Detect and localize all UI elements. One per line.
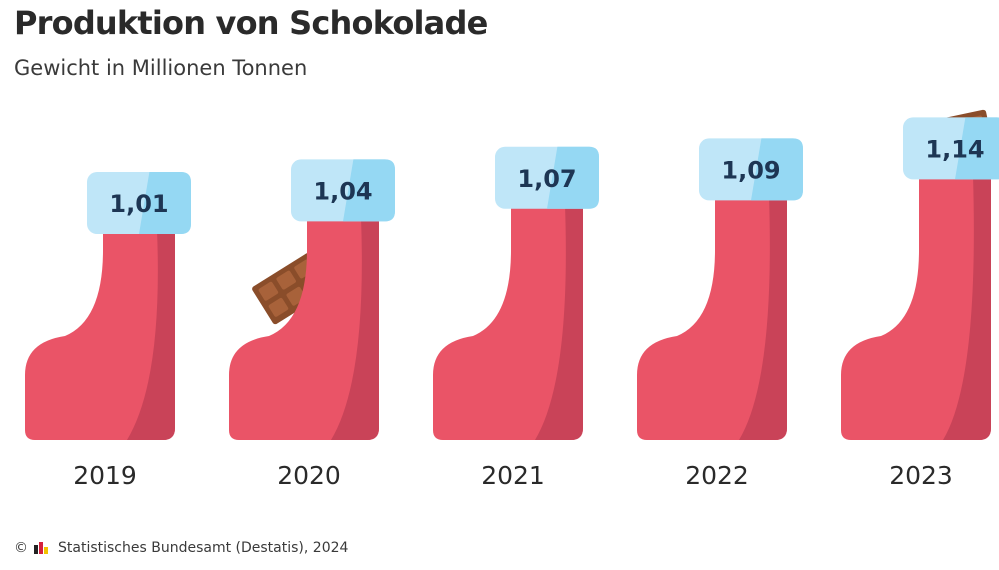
sock-shadow <box>943 175 991 440</box>
sock-cuff-shade <box>343 159 395 222</box>
value-label: 1,14 <box>925 135 984 163</box>
value-label: 1,04 <box>313 177 372 205</box>
chart-subtitle: Gewicht in Millionen Tonnen <box>14 56 308 80</box>
source-footer: © Statistisches Bundesamt (Destatis), 20… <box>14 540 348 556</box>
value-label: 1,07 <box>517 165 576 193</box>
category-label: 2021 <box>481 461 545 490</box>
sock-body <box>229 217 379 440</box>
sock-shadow <box>127 230 175 440</box>
sock-shadow <box>739 196 787 440</box>
sock-body <box>841 175 991 440</box>
category-label: 2023 <box>889 461 953 490</box>
sock-cuff-shade <box>139 172 191 234</box>
sock-body <box>433 204 583 440</box>
sock-cuff-shade <box>751 138 803 201</box>
sock-bar-2023: 1,14 2023 <box>841 109 999 490</box>
category-label: 2019 <box>73 461 137 490</box>
destatis-logo-icon <box>34 542 52 554</box>
sock-body <box>25 230 175 440</box>
sock-bar-2021: 1,07 2021 <box>433 146 599 490</box>
value-label: 1,09 <box>721 156 780 184</box>
sock-bar-2022: 1,09 2022 <box>637 138 803 490</box>
copyright-symbol: © <box>14 540 28 556</box>
chart-title: Produktion von Schokolade <box>14 4 488 42</box>
sock-bar-2020: 1,04 2020 <box>229 159 395 490</box>
sock-bar-2019: 1,01 2019 <box>25 172 191 490</box>
sock-bar-chart: 1,01 2019 1,04 2020 1,07 2021 1,09 2022 1,14 2023 <box>25 109 999 490</box>
sock-cuff-shade <box>955 117 999 180</box>
sock-shadow <box>331 217 379 440</box>
category-label: 2022 <box>685 461 749 490</box>
sock-shadow <box>535 204 583 440</box>
source-text: Statistisches Bundesamt (Destatis), 2024 <box>58 540 349 556</box>
sock-body <box>637 196 787 440</box>
sock-cuff-shade <box>547 146 599 209</box>
value-label: 1,01 <box>109 190 168 218</box>
category-label: 2020 <box>277 461 341 490</box>
